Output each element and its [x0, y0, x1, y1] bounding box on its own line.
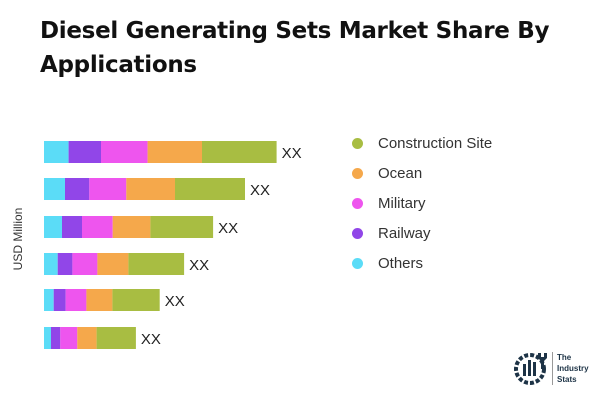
legend-label: Others	[378, 254, 424, 272]
legend-item: Others	[352, 248, 492, 278]
legend: Construction Site Ocean Military Railway…	[352, 128, 492, 278]
bar-segment-military	[65, 289, 87, 311]
legend-swatch	[352, 137, 363, 149]
bar-segment-military	[60, 327, 78, 349]
bar-segment-construction-site	[150, 216, 214, 238]
legend-swatch	[352, 197, 363, 209]
bar-segment-railway	[51, 327, 61, 349]
legend-label: Railway	[378, 224, 431, 242]
data-label: XX	[165, 293, 185, 310]
bar-segment-railway	[62, 216, 82, 238]
bar-segment-construction-site	[128, 253, 185, 275]
bar-segment-construction-site	[96, 327, 136, 349]
legend-item: Military	[352, 188, 492, 218]
legend-swatch	[352, 257, 363, 269]
legend-label: Military	[378, 194, 426, 212]
logo-text: Industry	[557, 363, 589, 373]
legend-label: Construction Site	[378, 134, 493, 152]
bar-segment-railway	[53, 289, 66, 311]
bar-segment-ocean	[126, 178, 175, 200]
chart-title: Diesel Generating Sets Market Share By A…	[40, 18, 550, 78]
data-label: XX	[189, 257, 209, 274]
bar-segment-others	[44, 327, 51, 349]
bar-segment-others	[44, 289, 54, 311]
legend-item: Construction Site	[352, 128, 492, 158]
bar-segment-military	[72, 253, 98, 275]
data-label: XX	[282, 145, 302, 162]
bar-segment-construction-site	[175, 178, 245, 200]
data-label: XX	[218, 220, 238, 237]
bar-segment-construction-site	[202, 141, 277, 163]
legend-swatch	[352, 227, 363, 239]
logo: The Industry Stats	[512, 350, 589, 386]
legend-item: Ocean	[352, 158, 492, 188]
bar-segment-railway	[68, 141, 101, 163]
bar-segment-military	[89, 178, 127, 200]
bar-segment-military	[101, 141, 148, 163]
gear-wrench-icon	[514, 353, 547, 385]
bar-segment-construction-site	[112, 289, 160, 311]
logo-text: The	[557, 352, 572, 362]
bar-segment-railway	[65, 178, 90, 200]
legend-item: Railway	[352, 218, 492, 248]
bar-segment-ocean	[147, 141, 202, 163]
bar-segment-ocean	[112, 216, 151, 238]
bar-segment-ocean	[77, 327, 97, 349]
legend-swatch	[352, 167, 363, 179]
logo-text: Stats	[557, 374, 577, 384]
bar-segment-others	[44, 253, 58, 275]
bar-segment-military	[82, 216, 113, 238]
data-label: XX	[250, 182, 270, 199]
bar-segment-railway	[57, 253, 73, 275]
data-label: XX	[141, 331, 161, 348]
bar-segment-others	[44, 178, 65, 200]
bar-segment-ocean	[86, 289, 113, 311]
legend-label: Ocean	[378, 164, 423, 182]
bar-segment-others	[44, 141, 69, 163]
bar-segment-ocean	[97, 253, 129, 275]
bar-segment-others	[44, 216, 62, 238]
